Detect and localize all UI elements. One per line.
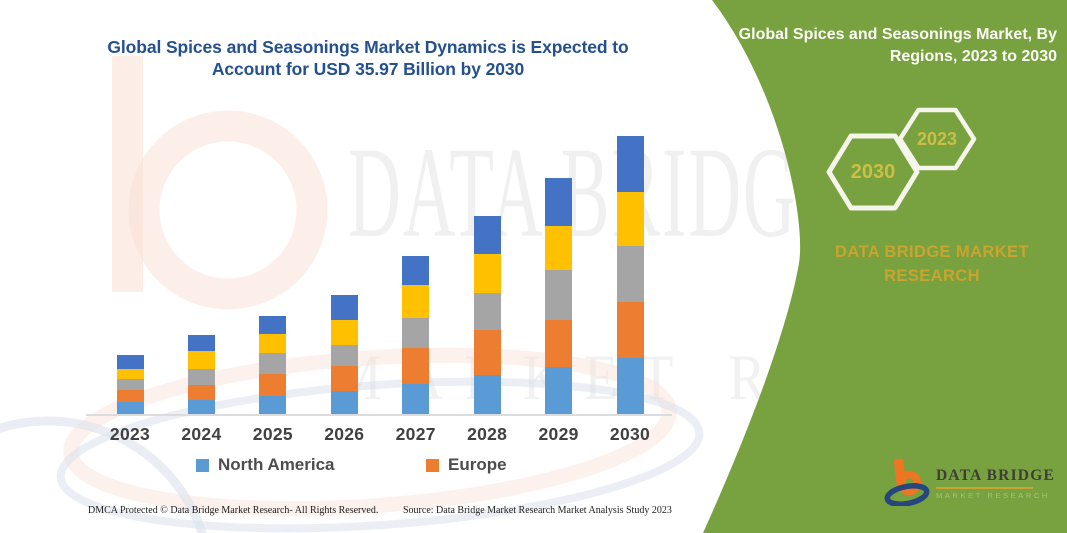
- segment-unlabeled-darkblue-2030: [616, 135, 644, 192]
- x-axis-label-2029: 2029: [538, 424, 579, 444]
- logo-wordmark: DATA BRIDGE: [936, 467, 1055, 484]
- segment-north-america-2027: [402, 384, 430, 415]
- segment-unlabeled-darkblue-2025: [259, 315, 287, 335]
- logo-underline: [936, 487, 1033, 489]
- bar-2024: [187, 335, 215, 415]
- legend-item-north-america: North America: [196, 455, 335, 475]
- segment-europe-2027: [402, 348, 430, 384]
- segment-unlabeled-gray-2030: [616, 245, 644, 302]
- hexagon-year-2023: 2023: [916, 129, 958, 149]
- segment-europe-2030: [616, 301, 644, 358]
- x-axis-label-2028: 2028: [467, 424, 508, 444]
- bar-2025: [259, 315, 287, 415]
- segment-unlabeled-yellow-2029: [545, 225, 573, 270]
- legend-label-north-america: North America: [218, 455, 335, 474]
- segment-north-america-2025: [259, 396, 287, 415]
- segment-north-america-2029: [545, 366, 573, 415]
- brand-name-text: DATA BRIDGE MARKET RESEARCH: [835, 243, 1029, 285]
- bar-2029: [545, 178, 573, 415]
- segment-unlabeled-yellow-2023: [116, 369, 144, 380]
- bar-2023: [116, 355, 144, 415]
- segment-unlabeled-darkblue-2028: [473, 216, 501, 255]
- segment-unlabeled-yellow-2025: [259, 334, 287, 353]
- segment-unlabeled-darkblue-2024: [187, 335, 215, 352]
- segment-unlabeled-yellow-2027: [402, 284, 430, 319]
- x-axis-label-2030: 2030: [609, 424, 651, 444]
- source-note: Source: Data Bridge Market Research Mark…: [403, 505, 672, 516]
- watermark-b-bowl: [128, 110, 328, 310]
- legend-swatch-europe: [426, 458, 439, 472]
- segment-europe-2025: [259, 373, 287, 397]
- segment-unlabeled-yellow-2028: [473, 254, 501, 294]
- segment-unlabeled-yellow-2026: [330, 319, 358, 346]
- segment-europe-2029: [545, 319, 573, 367]
- segment-unlabeled-yellow-2030: [616, 191, 644, 246]
- watermark-corner-arc: [0, 416, 207, 533]
- segment-europe-2028: [473, 329, 501, 375]
- x-axis-label-2024: 2024: [181, 424, 222, 444]
- chart-title: Global Spices and Seasonings Market Dyna…: [107, 37, 629, 80]
- segment-unlabeled-gray-2024: [187, 368, 215, 385]
- x-axis-label-2023: 2023: [109, 424, 151, 444]
- x-axis-label-2027: 2027: [395, 424, 436, 444]
- watermark-text-data-bridge: DATA BRIDGE: [348, 120, 845, 265]
- watermark-swoosh-blue: [56, 377, 704, 533]
- segment-north-america-2030: [616, 357, 644, 415]
- x-axis-line: [86, 414, 672, 416]
- segment-north-america-2024: [187, 399, 215, 415]
- segment-unlabeled-gray-2029: [545, 269, 573, 320]
- segment-unlabeled-darkblue-2023: [116, 355, 144, 370]
- data-bridge-logo: DATA BRIDGE MARKET RESEARCH: [884, 456, 1055, 506]
- legend-label-europe: Europe: [448, 455, 507, 474]
- bar-2026: [330, 295, 358, 415]
- segment-europe-2023: [116, 390, 144, 402]
- segment-north-america-2028: [473, 374, 501, 415]
- segment-unlabeled-gray-2023: [116, 379, 144, 391]
- x-axis-label-2025: 2025: [252, 424, 293, 444]
- bar-2030: [616, 135, 644, 415]
- segment-unlabeled-darkblue-2026: [330, 295, 358, 320]
- segment-unlabeled-gray-2025: [259, 352, 287, 374]
- segment-unlabeled-darkblue-2029: [545, 178, 573, 226]
- logo-subtext: MARKET RESEARCH: [936, 490, 1050, 500]
- legend-item-europe: Europe: [426, 455, 507, 475]
- segment-unlabeled-darkblue-2027: [402, 255, 430, 285]
- data-bridge-logo-icon: [884, 458, 930, 506]
- panel-title: Global Spices and Seasonings Market, By …: [738, 26, 1057, 66]
- hexagon-2030: [826, 133, 920, 211]
- segment-unlabeled-gray-2028: [473, 293, 501, 330]
- segment-unlabeled-gray-2027: [402, 318, 430, 349]
- segment-unlabeled-yellow-2024: [187, 351, 215, 369]
- segment-unlabeled-gray-2026: [330, 345, 358, 367]
- bar-2027: [402, 255, 430, 415]
- hexagon-2023: [897, 107, 977, 171]
- segment-europe-2026: [330, 366, 358, 391]
- bar-2028: [473, 216, 501, 415]
- hexagon-year-2030: 2030: [850, 161, 896, 183]
- segment-north-america-2023: [116, 401, 144, 415]
- x-axis-label-2026: 2026: [324, 424, 365, 444]
- legend-swatch-north-america: [196, 458, 209, 472]
- copyright-notice: DMCA Protected © Data Bridge Market Rese…: [88, 505, 379, 516]
- segment-europe-2024: [187, 384, 215, 400]
- segment-north-america-2026: [330, 390, 358, 415]
